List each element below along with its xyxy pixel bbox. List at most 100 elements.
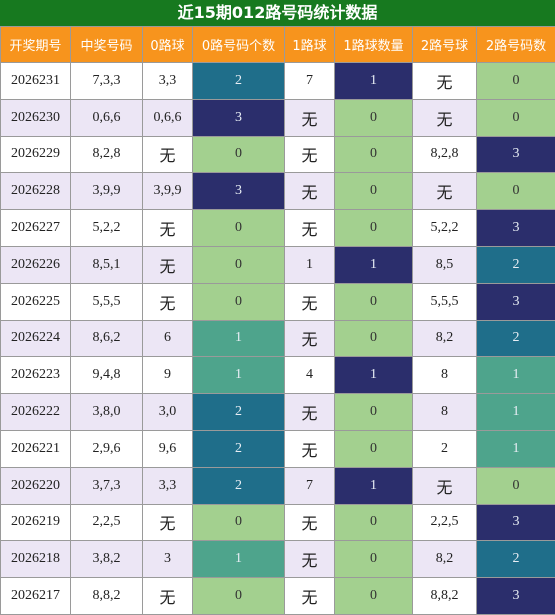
count-cell: 1: [477, 357, 555, 394]
count-cell: 1: [193, 320, 285, 357]
cell: 2026227: [1, 210, 71, 247]
cell: 8,8,2: [413, 578, 477, 615]
cell: 无: [413, 63, 477, 100]
header-cell: 1路球: [285, 27, 335, 63]
header-cell: 开奖期号: [1, 27, 71, 63]
cell: 无: [143, 136, 193, 173]
count-cell: 0: [335, 541, 413, 578]
cell: 2026218: [1, 541, 71, 578]
header-cell: 中奖号码: [71, 27, 143, 63]
cell: 2026225: [1, 283, 71, 320]
cell: 无: [285, 320, 335, 357]
count-cell: 0: [335, 136, 413, 173]
count-cell: 3: [193, 99, 285, 136]
cell: 0,6,6: [71, 99, 143, 136]
count-cell: 1: [335, 63, 413, 100]
cell: 2026226: [1, 246, 71, 283]
cell: 无: [413, 173, 477, 210]
cell: 8,2,8: [71, 136, 143, 173]
cell: 无: [285, 430, 335, 467]
count-cell: 2: [477, 320, 555, 357]
cell: 无: [143, 210, 193, 247]
count-cell: 0: [193, 210, 285, 247]
cell: 8,2: [413, 541, 477, 578]
cell: 1: [285, 246, 335, 283]
cell: 3,8,0: [71, 394, 143, 431]
cell: 3,7,3: [71, 467, 143, 504]
cell: 8,2: [413, 320, 477, 357]
header-cell: 2路号码数: [477, 27, 555, 63]
count-cell: 0: [477, 173, 555, 210]
count-cell: 2: [477, 541, 555, 578]
cell: 无: [285, 136, 335, 173]
count-cell: 0: [193, 136, 285, 173]
cell: 无: [413, 99, 477, 136]
cell: 5,2,2: [71, 210, 143, 247]
cell: 3,3: [143, 63, 193, 100]
cell: 8,2,8: [413, 136, 477, 173]
count-cell: 0: [193, 283, 285, 320]
cell: 2026228: [1, 173, 71, 210]
count-cell: 0: [193, 246, 285, 283]
count-cell: 1: [335, 246, 413, 283]
count-cell: 0: [193, 578, 285, 615]
count-cell: 2: [193, 430, 285, 467]
cell: 3: [143, 541, 193, 578]
cell: 6: [143, 320, 193, 357]
cell: 3,8,2: [71, 541, 143, 578]
cell: 2026223: [1, 357, 71, 394]
cell: 2,2,5: [413, 504, 477, 541]
cell: 7: [285, 467, 335, 504]
count-cell: 0: [335, 578, 413, 615]
count-cell: 0: [335, 283, 413, 320]
cell: 5,5,5: [413, 283, 477, 320]
cell: 4: [285, 357, 335, 394]
count-cell: 0: [477, 99, 555, 136]
cell: 5,5,5: [71, 283, 143, 320]
count-cell: 0: [335, 173, 413, 210]
cell: 2,2,5: [71, 504, 143, 541]
cell: 无: [285, 504, 335, 541]
count-cell: 0: [335, 504, 413, 541]
cell: 无: [285, 210, 335, 247]
count-cell: 3: [193, 173, 285, 210]
cell: 无: [285, 394, 335, 431]
cell: 无: [143, 246, 193, 283]
cell: 2026220: [1, 467, 71, 504]
count-cell: 0: [335, 430, 413, 467]
cell: 9: [143, 357, 193, 394]
cell: 2026231: [1, 63, 71, 100]
cell: 无: [143, 578, 193, 615]
header-cell: 0路球: [143, 27, 193, 63]
cell: 无: [285, 283, 335, 320]
cell: 8,5,1: [71, 246, 143, 283]
count-cell: 2: [477, 246, 555, 283]
cell: 无: [143, 283, 193, 320]
count-cell: 0: [193, 504, 285, 541]
count-cell: 3: [477, 210, 555, 247]
cell: 2026230: [1, 99, 71, 136]
cell: 8,5: [413, 246, 477, 283]
header-cell: 0路号码个数: [193, 27, 285, 63]
cell: 9,6: [143, 430, 193, 467]
count-cell: 1: [193, 357, 285, 394]
count-cell: 3: [477, 578, 555, 615]
count-cell: 0: [477, 467, 555, 504]
cell: 7,3,3: [71, 63, 143, 100]
cell: 8,6,2: [71, 320, 143, 357]
